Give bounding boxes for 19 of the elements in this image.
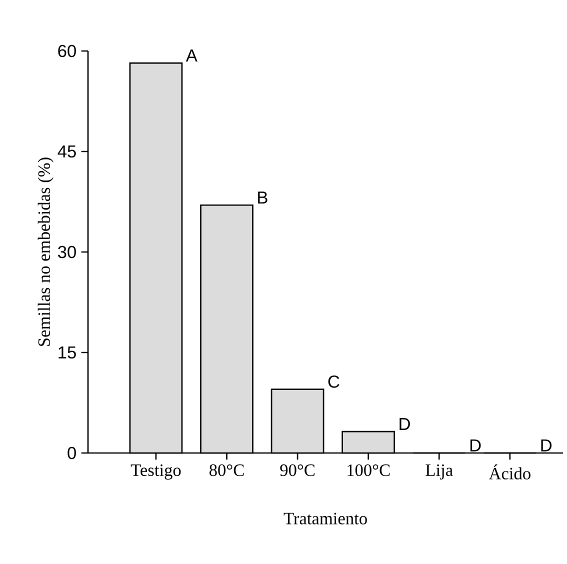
- annotation: D: [470, 439, 481, 452]
- x-tick-label: Lija: [426, 464, 453, 480]
- x-tick-label: 90°C: [280, 464, 314, 476]
- annotation: D: [541, 439, 552, 452]
- y-tick-label: 0: [68, 446, 76, 460]
- y-tick-label: 60: [58, 44, 76, 58]
- y-tick-label: 15: [58, 346, 76, 359]
- y-tick-label: 45: [58, 145, 76, 158]
- annotation: A: [186, 50, 198, 62]
- x-tick-label: Ácido: [488, 464, 530, 480]
- x-tick-label: 80°C: [210, 464, 244, 476]
- annotation: B: [258, 192, 268, 204]
- x-tick-label: Testigo: [130, 464, 181, 480]
- x-axis-title: Tratamiento: [284, 512, 367, 524]
- y-tick-label: 30: [58, 246, 76, 258]
- annotation: D: [400, 418, 410, 430]
- y-axis-title: Semillas no embebidas (%): [38, 158, 54, 346]
- x-tick-label: 100°C: [348, 464, 390, 476]
- annotation: C: [328, 375, 340, 388]
